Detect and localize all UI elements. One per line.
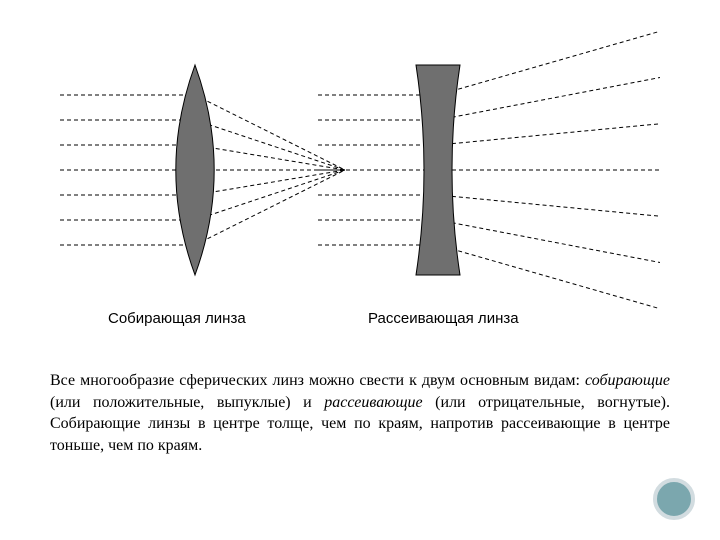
emphasis-diverging: рассеивающие xyxy=(324,394,422,411)
decorative-circle-icon xyxy=(653,478,695,520)
lens-svg xyxy=(60,30,660,330)
converging-label: Собирающая линза xyxy=(108,310,246,327)
diverging-label: Рассеивающая линза xyxy=(368,310,519,327)
emphasis-converging: собирающие xyxy=(585,372,670,389)
text-segment: (или положительные, выпуклые) и xyxy=(50,394,324,411)
text-segment: Все многообразие сферических линз можно … xyxy=(50,372,585,389)
description-paragraph: Все многообразие сферических линз можно … xyxy=(50,370,670,456)
lens-diagram: Собирающая линза Рассеивающая линза xyxy=(60,30,660,330)
